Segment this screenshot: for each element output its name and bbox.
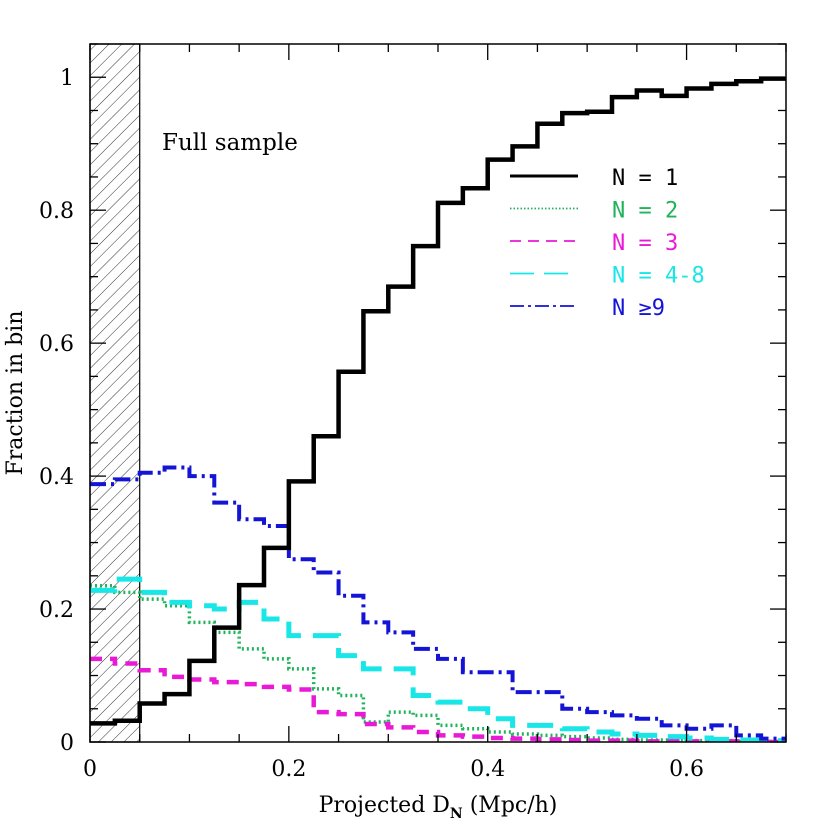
- x-tick-label: 0.2: [271, 757, 306, 782]
- series-line-2: [90, 656, 786, 742]
- series-line-3: [90, 576, 786, 742]
- x-axis-label-subscript: N: [450, 806, 463, 822]
- legend-label: N = 3: [612, 231, 678, 256]
- x-axis-label-main: Projected D: [319, 793, 450, 818]
- x-axis-label: Projected DN (Mpc/h): [319, 793, 558, 822]
- x-axis-label-unit: (Mpc/h): [463, 793, 558, 818]
- legend-label: N = 4-8: [612, 264, 705, 289]
- x-tick-label: 0.4: [470, 757, 505, 782]
- series-line-1: [90, 584, 786, 742]
- y-tick-label: 0.6: [39, 332, 74, 357]
- x-tick-labels: 0 0.2 0.4 0.6: [83, 757, 704, 782]
- y-tick-label: 0.8: [39, 199, 74, 224]
- y-tick-labels: 0 0.2 0.4 0.6 0.8 1: [39, 66, 74, 756]
- legend-label: N ≥9: [612, 296, 665, 321]
- x-tick-label: 0: [83, 757, 97, 782]
- annotation-full-sample: Full sample: [162, 130, 298, 156]
- series-line-4: [90, 465, 786, 741]
- y-tick-label: 0.4: [39, 465, 74, 490]
- series-layer: [90, 76, 786, 742]
- plot-frame: [89, 43, 787, 743]
- legend-label: N = 2: [612, 199, 678, 224]
- legend: N = 1 N = 2 N = 3 N = 4-8 N ≥9: [510, 166, 705, 321]
- series-line-0: [90, 76, 786, 726]
- y-tick-label: 0.2: [39, 598, 74, 623]
- y-tick-label: 1: [60, 66, 74, 91]
- excluded-region-hatch: [89, 43, 141, 743]
- y-axis-label: Fraction in bin: [3, 311, 28, 476]
- legend-label: N = 1: [612, 166, 678, 191]
- x-tick-label: 0.6: [669, 757, 704, 782]
- y-tick-label: 0: [60, 731, 74, 756]
